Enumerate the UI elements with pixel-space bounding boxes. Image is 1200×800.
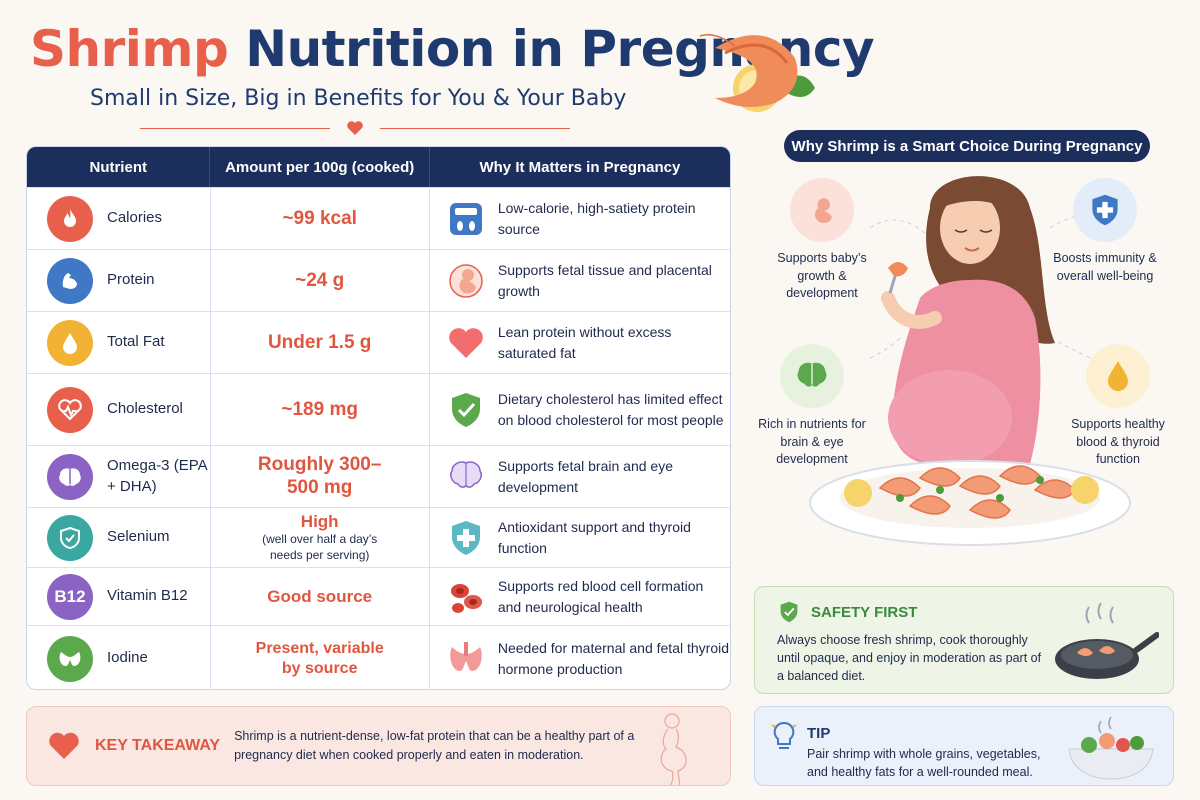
nutrient-name: Cholesterol [107, 400, 183, 418]
table-row: Protein ~24 g Supports fetal tissue and … [27, 249, 730, 311]
amount-value: Roughly 300–500 mg [257, 453, 382, 498]
amount-value: High [300, 511, 339, 531]
takeaway-text: Shrimp is a nutrient-dense, low-fat prot… [234, 728, 635, 762]
why-text: Low-calorie, high-satiety protein source [497, 200, 696, 237]
blood-cells-icon [450, 583, 482, 613]
plus-shield-icon [1073, 178, 1137, 242]
drop-icon [1086, 344, 1150, 408]
b12-icon: B12 [47, 573, 93, 620]
salad-bowl-icon [1068, 716, 1154, 780]
table-header: Nutrient Amount per 100g (cooked) Why It… [27, 147, 730, 187]
nutrient-name: Omega-3 (EPA + DHA) [107, 457, 207, 495]
frying-pan-icon [1055, 602, 1159, 679]
fetus-icon [790, 178, 854, 242]
lightbulb-icon [771, 721, 797, 749]
why-shrimp-pill: Why Shrimp is a Smart Choice During Preg… [784, 130, 1150, 162]
nutrient-name: Total Fat [107, 333, 165, 351]
table-row: Calories ~99 kcal Low-calorie, high-sati… [27, 187, 730, 249]
col-header-amount: Amount per 100g (cooked) [210, 147, 430, 187]
heartbeat-icon [47, 386, 93, 433]
tip-title: TIP [807, 725, 831, 742]
brain-icon [47, 453, 93, 500]
table-row: Cholesterol ~189 mg Dietary cholesterol … [27, 373, 730, 445]
takeaway-label: KEY TAKEAWAY [95, 737, 221, 754]
brain-icon [449, 460, 482, 488]
benefit-blood: Supports healthy blood & thyroid functio… [1060, 344, 1176, 469]
benefit-immunity: Boosts immunity & overall well-being [1050, 178, 1160, 285]
thyroid-icon [450, 641, 482, 671]
nutrient-name: Selenium [107, 528, 170, 546]
thyroid-icon [47, 635, 93, 682]
table-row: Total Fat Under 1.5 g Lean protein witho… [27, 311, 730, 373]
benefit-brain-text: Rich in nutrients for brain & eye develo… [758, 417, 866, 466]
table-row: Selenium High (well over half a day’s ne… [27, 507, 730, 567]
plus-shield-icon [451, 520, 480, 555]
title-shrimp: Shrimp [30, 20, 229, 78]
table-row: Omega-3 (EPA + DHA) Roughly 300–500 mg S… [27, 445, 730, 507]
nutrient-name: Iodine [107, 649, 148, 667]
table-row: Iodine Present, variable by source Neede… [27, 625, 730, 689]
check-shield-icon [451, 392, 480, 427]
page-subtitle: Small in Size, Big in Benefits for You &… [90, 86, 627, 111]
nutrient-name: Vitamin B12 [107, 587, 188, 605]
nutrition-table: Nutrient Amount per 100g (cooked) Why It… [26, 146, 731, 690]
amount-note: (well over half a day’s needs per servin… [262, 531, 378, 562]
heart-icon [347, 121, 363, 135]
bicep-icon [47, 257, 93, 304]
why-text: Needed for maternal and fetal thyroid ho… [497, 640, 729, 677]
header-divider [140, 118, 570, 138]
why-text: Dietary cholesterol has limited effect o… [497, 391, 724, 428]
shrimp-illustration [699, 34, 815, 112]
safety-first-box: SAFETY FIRST Always choose fresh shrimp,… [754, 586, 1174, 694]
tip-text: Pair shrimp with whole grains, vegetable… [807, 747, 1041, 780]
heart-icon [449, 327, 483, 358]
why-text: Lean protein without excess saturated fa… [497, 324, 672, 361]
pregnant-silhouette-icon [660, 713, 687, 785]
scale-icon [449, 202, 482, 235]
nutrient-name: Protein [107, 271, 155, 289]
benefit-growth: Supports baby’s growth & development [772, 178, 872, 303]
col-header-nutrient: Nutrient [27, 147, 211, 187]
fetus-icon [449, 263, 483, 298]
amount-value: ~99 kcal [282, 207, 357, 229]
safety-text: Always choose fresh shrimp, cook thoroug… [777, 633, 1042, 684]
pregnant-woman-illustration [809, 176, 1131, 546]
amount-value: ~24 g [295, 269, 345, 291]
amount-value: Under 1.5 g [267, 331, 372, 353]
check-shield-icon [780, 601, 798, 623]
col-header-why: Why It Matters in Pregnancy [479, 158, 681, 176]
flame-icon [47, 195, 93, 242]
why-text: Supports fetal brain and eye development [497, 458, 673, 495]
safety-title: SAFETY FIRST [811, 603, 918, 621]
benefit-immunity-text: Boosts immunity & overall well-being [1053, 251, 1157, 283]
drop-icon [47, 319, 93, 366]
benefit-brain: Rich in nutrients for brain & eye develo… [754, 344, 870, 469]
heart-icon [49, 732, 79, 759]
benefit-growth-text: Supports baby’s growth & development [777, 251, 867, 300]
brain-icon [780, 344, 844, 408]
why-text: Antioxidant support and thyroid function [497, 519, 691, 556]
amount-value: ~189 mg [281, 398, 358, 420]
nutrient-name: Calories [107, 209, 163, 227]
why-text: Supports red blood cell formation and ne… [497, 578, 704, 615]
table-row: B12 Vitamin B12 Good source Supports red… [27, 567, 730, 625]
amount-value: Present, variable by source [255, 639, 384, 677]
key-takeaway-box: KEY TAKEAWAY Shrimp is a nutrient-dense,… [26, 706, 731, 786]
why-text: Supports fetal tissue and placental grow… [497, 262, 712, 299]
tip-box: TIP Pair shrimp with whole grains, veget… [754, 706, 1174, 786]
amount-value: Good source [267, 586, 373, 606]
benefit-blood-text: Supports healthy blood & thyroid functio… [1071, 417, 1165, 466]
shield-icon [47, 514, 93, 561]
